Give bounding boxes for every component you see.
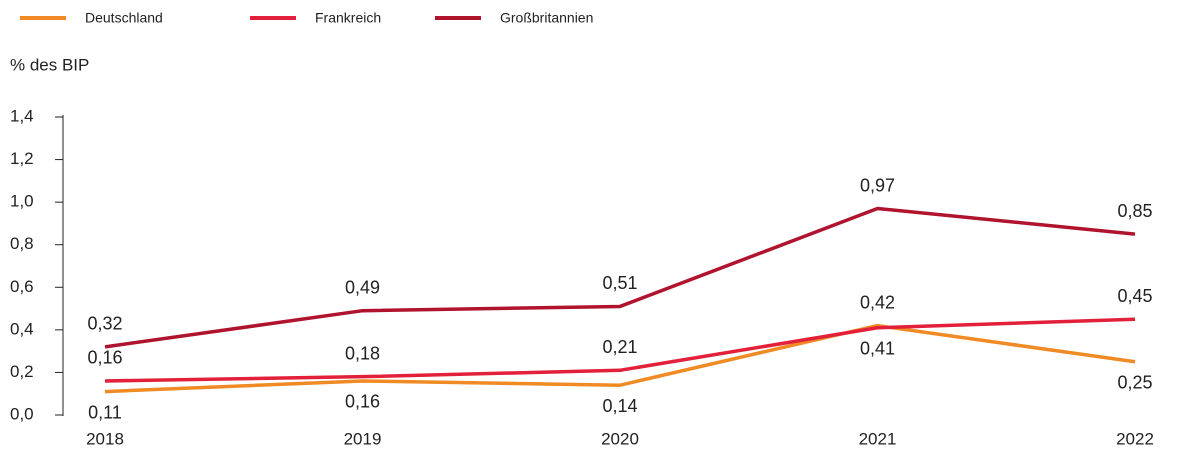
y-tick-label: 0,2	[10, 362, 34, 381]
x-tick-label: 2020	[601, 429, 639, 448]
y-tick-label: 1,4	[10, 106, 34, 125]
data-label: 0,16	[345, 392, 380, 412]
x-tick-label: 2019	[344, 429, 382, 448]
series-line	[104, 323, 1136, 394]
data-label: 0,11	[88, 402, 122, 422]
data-label: 0,41	[860, 338, 895, 358]
y-axis-label: % des BIP	[10, 55, 89, 74]
legend-label: Frankreich	[315, 10, 381, 26]
data-label: 0,97	[860, 175, 895, 195]
data-label: 0,14	[602, 396, 637, 416]
series-line	[104, 206, 1136, 349]
data-label: 0,18	[345, 343, 380, 363]
y-tick-label: 0,8	[10, 234, 34, 253]
y-tick-label: 0,4	[10, 319, 34, 338]
data-label: 0,51	[602, 273, 637, 293]
data-label: 0,25	[1117, 373, 1152, 393]
data-label: 0,49	[345, 277, 380, 297]
x-tick-label: 2022	[1116, 429, 1154, 448]
x-tick-label: 2018	[86, 429, 124, 448]
y-tick-label: 0,6	[10, 277, 34, 296]
x-tick-label: 2021	[859, 429, 897, 448]
data-label: 0,42	[860, 292, 895, 312]
series-line	[104, 317, 1136, 383]
data-label: 0,21	[602, 337, 637, 357]
legend-label: Deutschland	[85, 10, 163, 26]
data-label: 0,32	[87, 314, 122, 334]
data-label: 0,45	[1117, 286, 1152, 306]
y-tick-label: 1,0	[10, 192, 34, 211]
data-label: 0,85	[1117, 201, 1152, 221]
data-label: 0,16	[87, 348, 122, 368]
y-tick-label: 0,0	[10, 404, 34, 423]
y-tick-label: 1,2	[10, 149, 34, 168]
legend-label: Großbritannien	[500, 10, 593, 26]
